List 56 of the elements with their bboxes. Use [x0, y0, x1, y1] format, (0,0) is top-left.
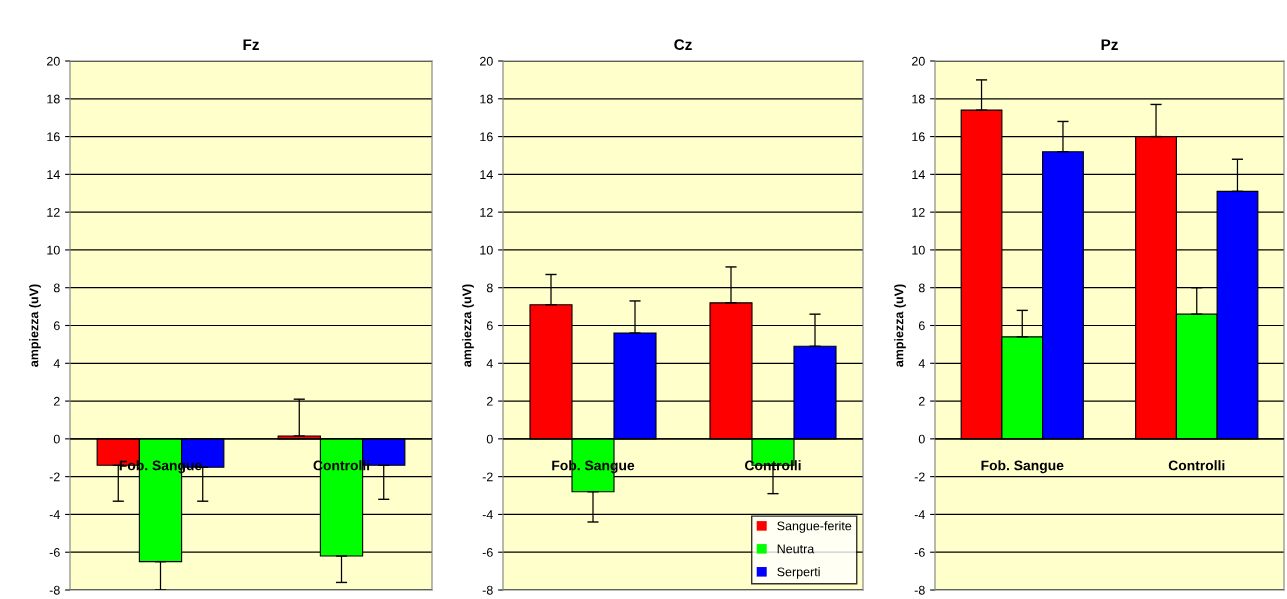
y-tick-label: 16 — [912, 132, 925, 142]
y-tick-label: 2 — [486, 396, 493, 406]
y-tick-label: -8 — [49, 585, 60, 595]
legend-label: Sangue-ferite — [777, 521, 852, 533]
y-tick-label: 2 — [918, 396, 925, 406]
y-tick-label: -4 — [49, 510, 60, 519]
y-tick-label: 8 — [486, 283, 493, 293]
y-tick-label: 20 — [912, 56, 925, 66]
y-tick-label: 4 — [53, 359, 60, 368]
y-tick-label: 6 — [918, 321, 925, 331]
y-tick-label: 16 — [47, 132, 60, 142]
x-tick-label: Controlli — [1168, 460, 1225, 471]
y-tick-label: 6 — [53, 321, 60, 331]
y-tick-label: 6 — [486, 321, 493, 331]
x-tick-label: Fob. Sangue — [981, 460, 1064, 474]
y-tick-label: 4 — [486, 359, 493, 368]
y-tick-label: 0 — [918, 434, 925, 444]
y-tick-label: -8 — [482, 585, 493, 595]
y-tick-label: 8 — [918, 283, 925, 293]
y-tick-label: -4 — [914, 510, 925, 519]
y-tick-label: -2 — [482, 472, 493, 482]
y-tick-label: 12 — [47, 207, 60, 217]
y-tick-label: 18 — [480, 94, 493, 104]
chart-title: Cz — [674, 39, 692, 51]
y-tick-label: 14 — [912, 170, 925, 179]
y-tick-label: -6 — [49, 548, 60, 557]
y-tick-label: 20 — [480, 56, 493, 66]
y-tick-label: 4 — [918, 359, 925, 368]
y-tick-label: 10 — [47, 245, 60, 255]
y-tick-label: -4 — [482, 510, 493, 519]
legend-label: Serperti — [777, 567, 820, 579]
y-tick-label: -6 — [482, 548, 493, 557]
y-tick-label: 8 — [53, 283, 60, 293]
y-tick-label: 14 — [480, 170, 493, 179]
legend-label: Neutra — [777, 544, 815, 554]
y-tick-label: -2 — [49, 472, 60, 482]
y-tick-label: 0 — [486, 434, 493, 444]
y-tick-label: 12 — [912, 207, 925, 217]
y-tick-label: -2 — [914, 472, 925, 482]
y-tick-label: 0 — [53, 434, 60, 444]
y-axis-title: ampiezza (uV) — [462, 284, 474, 367]
chart-title: Pz — [1101, 39, 1118, 50]
y-tick-label: -8 — [914, 585, 925, 595]
y-tick-label: 2 — [53, 396, 60, 406]
y-axis-title: ampiezza (uV) — [894, 284, 906, 367]
y-tick-label: -6 — [914, 548, 925, 557]
y-tick-label: 10 — [480, 245, 493, 255]
y-tick-label: 18 — [912, 94, 925, 104]
y-tick-label: 12 — [480, 207, 493, 217]
y-tick-label: 16 — [480, 132, 493, 142]
y-axis-title: ampiezza (uV) — [29, 284, 41, 367]
y-tick-label: 14 — [47, 170, 60, 179]
y-tick-label: 18 — [47, 94, 60, 104]
y-tick-label: 10 — [912, 245, 925, 255]
chart-title: Fz — [243, 39, 259, 50]
y-tick-label: 20 — [47, 56, 60, 66]
